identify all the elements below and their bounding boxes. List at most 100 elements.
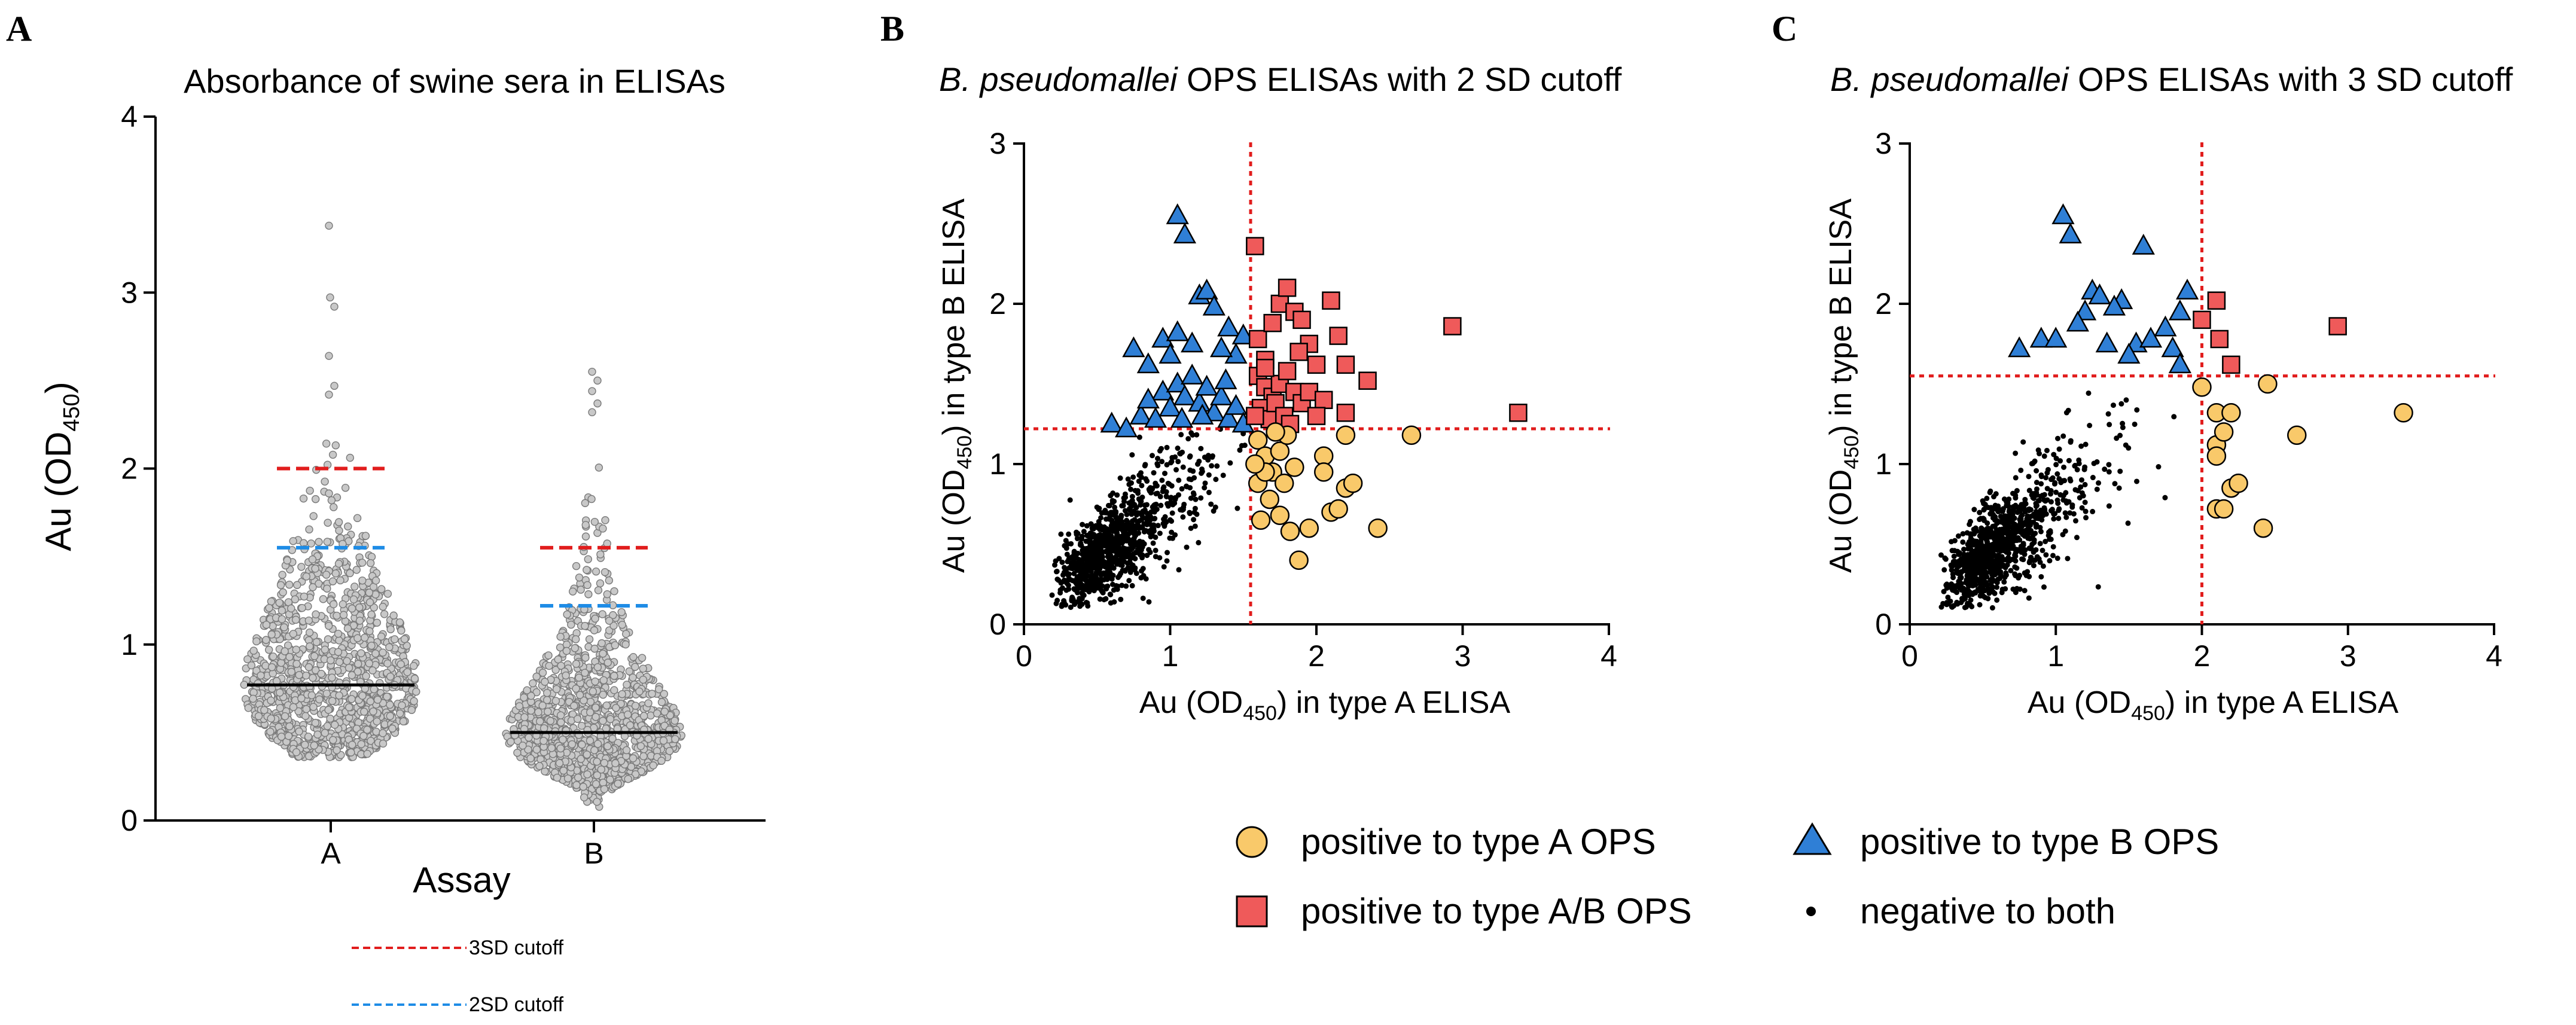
panel-c-negative-point (2006, 508, 2012, 514)
panel-a-swarm-point (624, 774, 632, 783)
panel-a-swarm-point (371, 576, 380, 585)
panel-a-swarm-point (343, 624, 352, 633)
panel-c-negative-point (1949, 585, 1955, 591)
panel-a-swarm-point (626, 721, 635, 730)
panel-c-negative-point (2028, 527, 2034, 533)
panel-a-swarm-point (321, 728, 329, 737)
panel-a-swarm-point (379, 602, 387, 611)
panel-a-swarm-point (306, 486, 314, 495)
panel-b-negative-point (1064, 551, 1070, 557)
panel-a-swarm-point (352, 566, 361, 574)
panel-a-swarm-point (611, 641, 620, 649)
panel-b-negative-point (1176, 567, 1182, 573)
panel-c-xtick-label: 0 (1901, 639, 1918, 673)
legend-type-a-label: positive to type A OPS (1301, 822, 1656, 862)
panel-b-negative-point (1101, 559, 1107, 565)
panel-b-negative-point (1077, 573, 1083, 579)
panel-b-negative-point (1136, 478, 1142, 484)
panel-a-swarm-point (403, 668, 411, 676)
panel-b-negative-point (1140, 595, 1146, 601)
panel-a-swarm-point (568, 587, 577, 596)
panel-b-negative-point (1080, 521, 1086, 527)
panel-c-negative-point (2053, 462, 2059, 468)
panel-c-negative-point (2096, 480, 2102, 486)
panel-a-swarm-point (368, 666, 377, 675)
panel-a-swarm-point (600, 785, 609, 794)
panel-b-ytick-label: 0 (989, 608, 1006, 641)
panel-b-ytick-label: 3 (989, 127, 1006, 160)
panel-c-negative-point (1973, 582, 1979, 588)
panel-a-swarm-point (629, 652, 638, 661)
panel-c-negative-point (1980, 579, 1986, 585)
panel-c-negative-point (2079, 505, 2085, 511)
panel-b-negative-point (1202, 480, 1208, 486)
panel-a-swarm-point (373, 618, 382, 627)
panel-a-swarm-point (312, 666, 320, 675)
panel-c-negative-point (1967, 542, 1973, 548)
panel-b-type-b-point (1181, 364, 1204, 385)
panel-c-negative-point (2055, 435, 2061, 441)
panel-b-negative-point (1150, 453, 1156, 459)
panel-a-swarm-point (353, 634, 362, 642)
panel-a-swarm-point (267, 630, 276, 639)
panel-a-swarm-point (345, 664, 353, 672)
panel-b-negative-point (1089, 547, 1095, 553)
panel-b-negative-point (1123, 522, 1129, 528)
panel-a-swarm-point (388, 724, 397, 733)
panel-a-swarm-point (301, 712, 310, 721)
panel-c-negative-point (2050, 553, 2056, 559)
panel-b-negative-point (1175, 459, 1181, 465)
panel-b-negative-point (1130, 551, 1136, 557)
panel-c-type-a-point (2229, 473, 2248, 493)
panel-c-type-b-point (2175, 278, 2199, 300)
panel-a-swarm-point (590, 746, 599, 755)
panel-b-negative-point (1062, 565, 1068, 571)
panel-c-negative-point (1992, 572, 1998, 578)
panel-c-negative-point (1943, 556, 1949, 562)
panel-a-swarm-point (309, 512, 318, 520)
panel-c-negative-point (1984, 529, 1990, 535)
panel-a-swarm-point (598, 610, 606, 618)
panel-b-negative-point (1124, 554, 1130, 560)
panel-c-title: B. pseudomallei OPS ELISAs with 3 SD cut… (1830, 60, 2513, 98)
panel-b-negative-point (1084, 548, 1090, 554)
panel-a-swarm-point (377, 585, 386, 593)
panel-c-negative-point (2004, 562, 2010, 568)
panel-c-negative-point (2079, 490, 2085, 496)
panel-a-swarm-point (366, 559, 375, 568)
panel-a-ytick-label: 4 (121, 100, 138, 133)
panel-a-swarm-point (544, 707, 552, 716)
panel-a-swarm-point (591, 677, 599, 686)
panel-c-negative-point (1967, 591, 1973, 597)
panel-a-ytick-label: 1 (121, 628, 138, 661)
panel-c-negative-point (2112, 481, 2118, 487)
panel-c-negative-point (1995, 576, 2001, 582)
panel-a-swarm-point (279, 588, 287, 597)
panel-a-swarm-point (583, 770, 592, 779)
panel-a-swarm-point (629, 754, 638, 762)
panel-a-swarm-point (372, 727, 380, 736)
panel-c-negative-point (2171, 414, 2177, 420)
panel-a-swarm-point (386, 712, 395, 721)
panel-a-swarm-point (546, 716, 555, 725)
panel-b-negative-point (1184, 544, 1190, 550)
panel-b-type-a-point (1313, 462, 1334, 482)
panel-a-swarm-point (557, 718, 565, 727)
panel-a-swarm-point (606, 715, 615, 724)
panel-b-type-ab-point (1358, 371, 1377, 390)
panel-b-negative-point (1124, 560, 1130, 566)
panel-a-swarm-point (380, 610, 389, 618)
panel-a-swarm-point (605, 617, 614, 625)
panel-c-chart: B. pseudomallei OPS ELISAs with 3 SD cut… (1824, 60, 2513, 725)
panel-a-swarm-point (535, 762, 544, 770)
panel-a-swarm-point (262, 636, 270, 644)
panel-b-type-a-point (1274, 473, 1294, 493)
panel-a-swarm-point (328, 697, 337, 705)
shared-legend: positive to type A OPS positive to type … (1236, 822, 2219, 931)
panel-b-negative-point (1153, 491, 1159, 497)
panel-b-negative-point (1151, 507, 1157, 513)
panel-b-ytick-label: 1 (989, 447, 1006, 481)
panel-b-type-ab-point (1336, 403, 1355, 422)
panel-b-negative-point (1159, 477, 1165, 483)
